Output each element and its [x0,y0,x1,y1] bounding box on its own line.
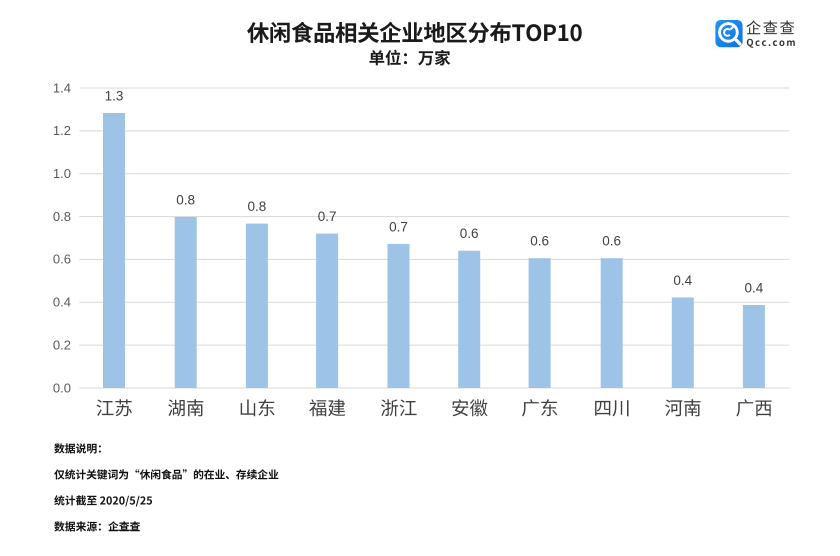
svg-text:0.8: 0.8 [53,209,71,224]
svg-text:0.4: 0.4 [745,280,764,295]
svg-text:1.0: 1.0 [53,166,71,181]
svg-text:0.6: 0.6 [460,226,479,241]
svg-text:0.4: 0.4 [53,295,71,310]
svg-text:0.2: 0.2 [53,337,71,352]
svg-text:0.7: 0.7 [318,209,337,224]
svg-text:0.6: 0.6 [530,234,549,249]
svg-text:1.4: 1.4 [53,80,71,95]
svg-text:1.3: 1.3 [105,88,124,103]
svg-text:0.4: 0.4 [673,273,692,288]
svg-text:0.7: 0.7 [389,219,408,234]
svg-text:0.0: 0.0 [53,380,71,395]
svg-text:0.8: 0.8 [248,199,267,214]
svg-text:0.6: 0.6 [53,252,71,267]
svg-text:0.8: 0.8 [176,192,195,207]
svg-text:1.2: 1.2 [53,123,71,138]
svg-text:0.6: 0.6 [602,234,621,249]
